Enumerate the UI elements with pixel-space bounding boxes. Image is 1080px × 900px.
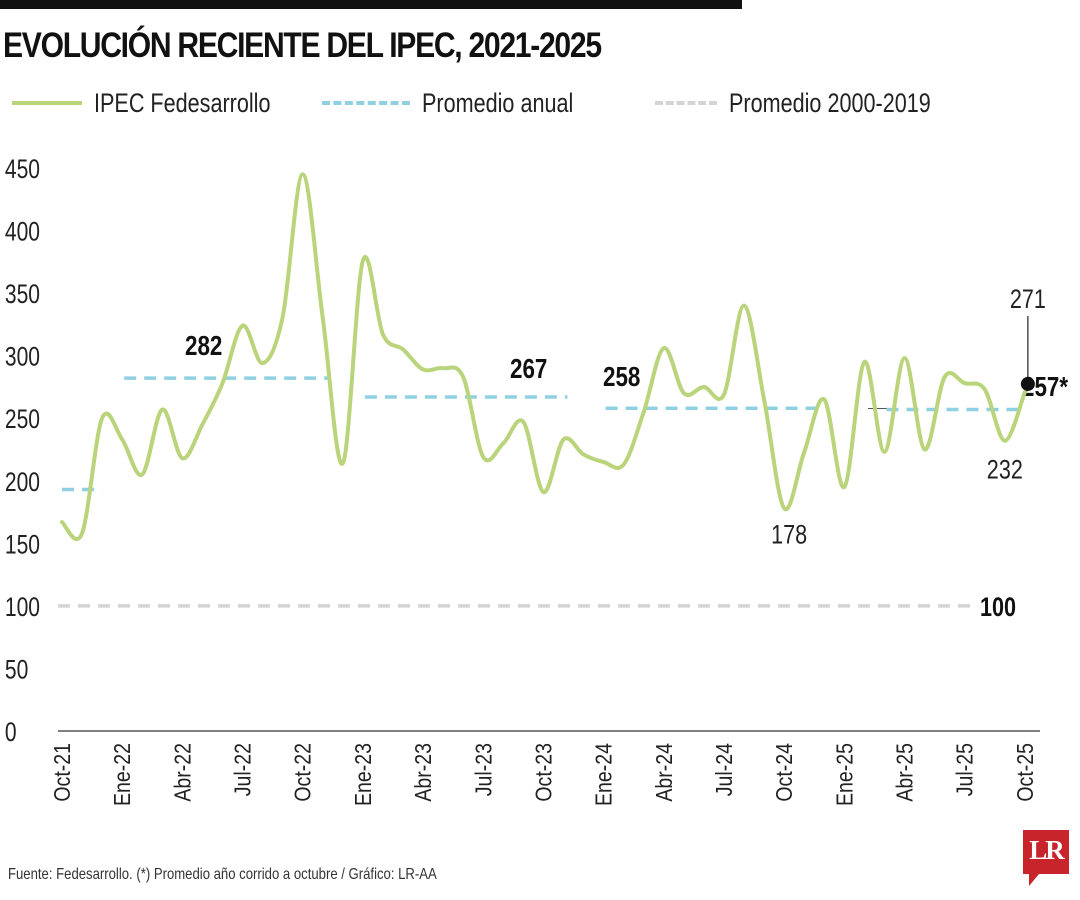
y-tick-label: 400 — [5, 217, 40, 247]
x-tick-label: Oct-21 — [50, 743, 76, 802]
logo-text: LR — [1029, 835, 1065, 865]
x-tick-label: Oct-22 — [290, 743, 316, 802]
legend-item-historical-average: Promedio 2000-2019 — [655, 86, 981, 120]
chart-title: EVOLUCIÓN RECIENTE DEL IPEC, 2021-2025 — [3, 26, 602, 65]
legend-swatch-solid — [12, 101, 82, 105]
legend-label: IPEC Fedesarrollo — [94, 87, 271, 118]
y-tick-label: 350 — [5, 280, 40, 310]
y-tick-label: 0 — [5, 718, 17, 748]
x-tick-label: Ene-24 — [591, 743, 617, 806]
annotation-latest: 271 — [1010, 285, 1046, 315]
y-tick-label: 100 — [5, 592, 40, 622]
legend-item-annual-average: Promedio anual — [322, 86, 611, 120]
annual-average-label: 282 — [185, 331, 222, 362]
legend-item-ipec: IPEC Fedesarrollo — [12, 86, 315, 120]
annual-average-label: 258 — [603, 362, 640, 393]
x-tick-label: Abr-25 — [892, 743, 918, 802]
y-tick-label: 150 — [5, 530, 40, 560]
x-tick-label: Ene-25 — [832, 743, 858, 806]
x-tick-label: Abr-22 — [170, 743, 196, 802]
y-tick-label: 200 — [5, 467, 40, 497]
legend-swatch-dashed — [655, 101, 717, 105]
annotation-min: 178 — [771, 520, 807, 550]
x-tick-label: Oct-23 — [531, 743, 557, 802]
ipec-series-line — [60, 172, 1027, 542]
x-tick-label: Oct-24 — [772, 743, 798, 802]
x-tick-label: Jul-23 — [471, 743, 497, 796]
x-tick-label: Ene-23 — [350, 743, 376, 806]
x-tick-label: Jul-22 — [230, 743, 256, 796]
y-tick-label: 250 — [5, 405, 40, 435]
y-tick-label: 50 — [5, 655, 28, 685]
x-tick-label: Jul-24 — [712, 743, 738, 796]
legend-label: Promedio 2000-2019 — [729, 87, 931, 118]
top-rule — [0, 0, 742, 9]
legend-swatch-dashed — [322, 101, 410, 105]
y-tick-label: 450 — [5, 155, 40, 185]
x-tick-label: Abr-24 — [651, 743, 677, 802]
y-tick-label: 300 — [5, 342, 40, 372]
x-tick-label: Oct-25 — [1012, 743, 1038, 802]
annual-average-label: 267 — [510, 354, 547, 385]
latest-value-marker — [1020, 376, 1035, 391]
source-note: Fuente: Fedesarrollo. (*) Promedio año c… — [8, 866, 437, 883]
annotation-recent-low: 232 — [987, 456, 1023, 486]
x-tick-label: Abr-23 — [411, 743, 437, 802]
legend: IPEC Fedesarrollo Promedio anual Promedi… — [0, 86, 1080, 120]
x-tick-label: Ene-22 — [110, 743, 136, 806]
legend-label: Promedio anual — [422, 87, 574, 118]
lr-logo: LR — [1023, 830, 1069, 886]
x-tick-label: Jul-25 — [952, 743, 978, 796]
historical-average-label: 100 — [980, 593, 1016, 623]
